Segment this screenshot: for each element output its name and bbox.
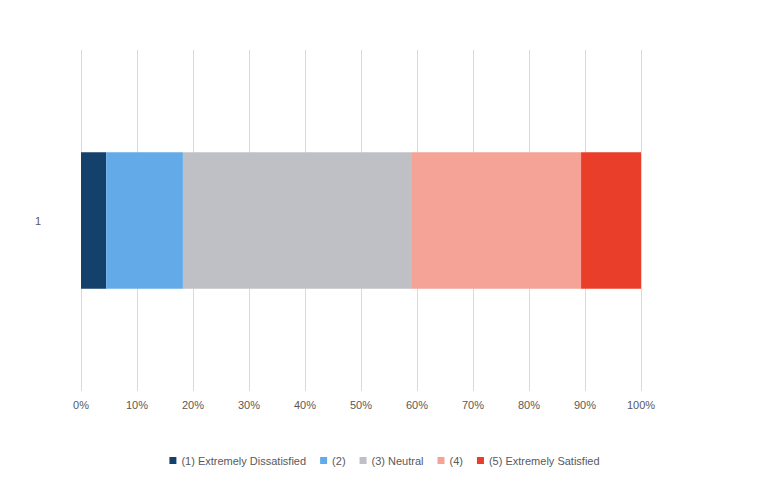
svg-text:20%: 20% (182, 399, 204, 411)
svg-text:60%: 60% (406, 399, 428, 411)
svg-text:(1) Extremely Dissatisfied: (1) Extremely Dissatisfied (181, 455, 306, 467)
svg-text:0%: 0% (73, 399, 89, 411)
svg-text:90%: 90% (574, 399, 596, 411)
svg-text:(4): (4) (450, 455, 463, 467)
svg-text:40%: 40% (294, 399, 316, 411)
svg-text:1: 1 (35, 215, 41, 227)
svg-text:70%: 70% (462, 399, 484, 411)
svg-text:(5) Extremely Satisfied: (5) Extremely Satisfied (489, 455, 600, 467)
svg-text:30%: 30% (238, 399, 260, 411)
svg-text:100%: 100% (627, 399, 655, 411)
svg-text:10%: 10% (126, 399, 148, 411)
svg-text:(2): (2) (332, 455, 345, 467)
svg-text:(3) Neutral: (3) Neutral (372, 455, 424, 467)
svg-text:50%: 50% (350, 399, 372, 411)
svg-text:80%: 80% (518, 399, 540, 411)
